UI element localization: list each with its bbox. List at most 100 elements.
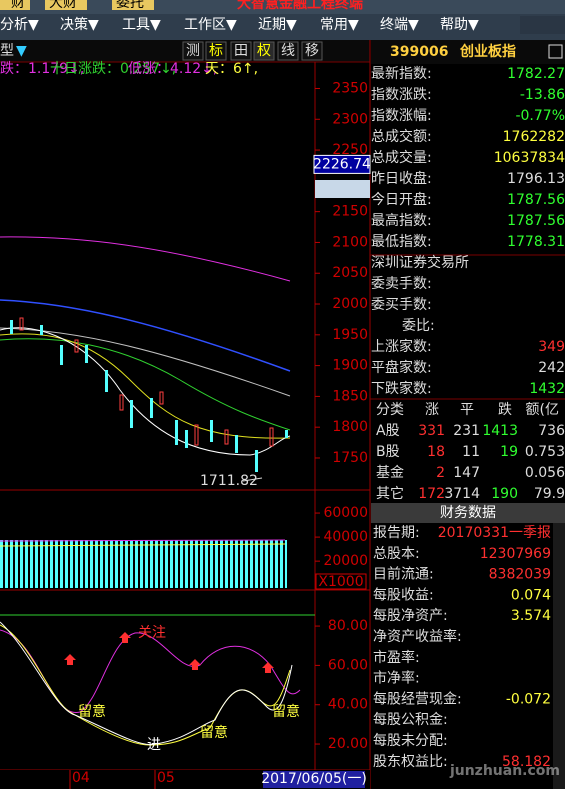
breadth-header: 平 [460, 402, 474, 418]
y-tick-label: 1750 [332, 450, 368, 466]
y-tick-label: 2100 [332, 234, 368, 250]
menu-item[interactable]: 工作区▼ [184, 17, 237, 33]
order-label: 委比: [402, 318, 435, 334]
order-label: 下跌家数: [371, 380, 432, 397]
finance-label: 净资产收益率: [373, 628, 462, 645]
dropdown[interactable]: ▼ [16, 43, 27, 59]
menu-item[interactable]: 工具▼ [122, 17, 161, 33]
y-tick-label: 1900 [332, 358, 368, 374]
breadth-cell: 18 [427, 444, 445, 460]
breadth-cell: 1413 [482, 423, 518, 439]
volume-bars [0, 540, 287, 588]
breadth-cell: 172 [418, 486, 445, 502]
y-tick-label: 60000 [323, 505, 368, 521]
tool-button[interactable] [182, 41, 204, 61]
tool-button-label[interactable]: 线 [281, 43, 295, 59]
y-tick-label: 2050 [332, 265, 368, 281]
tool-button-label[interactable]: 田 [234, 43, 248, 59]
finance-label: 每股收益: [373, 587, 434, 603]
signal-label: 进 [147, 737, 161, 753]
breadth-cell: 736 [538, 423, 565, 439]
y-tick-label: 1950 [332, 327, 368, 343]
exchange: 深圳证券交易所 [371, 254, 469, 271]
quote-label: 最低指数: [371, 234, 432, 250]
breadth-label: B股 [376, 444, 400, 460]
scrollbar [553, 523, 565, 789]
low-arrow [242, 477, 263, 482]
finance-label: 每股净资产: [373, 608, 448, 624]
volume-ma [0, 539, 286, 542]
current-price: 2226.74 [313, 156, 371, 172]
finance-value: 8382039 [489, 567, 551, 583]
order-label: 上涨家数: [371, 338, 432, 355]
tool-button-label[interactable]: 移 [305, 43, 319, 59]
ma-line [0, 236, 291, 282]
breadth-cell: 19 [500, 444, 518, 460]
quote-label: 最新指数: [371, 66, 432, 82]
type-label: 型 [0, 43, 14, 59]
oscillator-line [0, 621, 293, 746]
quote-value: 1796.13 [507, 171, 565, 187]
quote-value: 1762282 [503, 129, 565, 145]
x-tick-label: 04 [72, 770, 90, 786]
button-label[interactable]: 财 [11, 0, 25, 11]
indicator-text: 十日涨跌：0.257↓, [50, 61, 176, 77]
button[interactable] [112, 0, 154, 10]
oscillator-line [0, 629, 301, 713]
quote-value: 1778.31 [507, 234, 565, 250]
watermark: junzhuan.com [449, 763, 560, 779]
quote-label: 最高指数: [371, 212, 432, 229]
breadth-cell: 231 [453, 423, 480, 439]
breadth-cell: 11 [462, 444, 480, 460]
tool-button-label[interactable]: 权 [257, 43, 271, 59]
volume-ma [0, 543, 286, 547]
breadth-label: 其它 [376, 485, 404, 502]
button[interactable] [45, 0, 87, 10]
quote-label: 今日开盘: [371, 191, 432, 208]
breadth-cell: 79.9 [534, 486, 565, 502]
quote-label: 昨日收盘: [371, 170, 432, 187]
app-title: 大智慧金融工程终端 [237, 0, 363, 12]
popup [315, 180, 370, 198]
button-label[interactable]: 委托 [116, 0, 144, 11]
close-button[interactable] [548, 44, 563, 59]
y-tick-label: 2350 [332, 80, 368, 96]
tool-button[interactable] [253, 41, 275, 61]
menu-item[interactable]: 终端▼ [380, 17, 419, 33]
menu-item[interactable]: 常用▼ [320, 17, 359, 33]
menu-item[interactable]: 分析▼ [0, 17, 39, 33]
quote-value: 1787.56 [507, 213, 565, 229]
finance-title: 财务数据 [440, 505, 496, 521]
tool-button[interactable] [205, 41, 227, 61]
button-label[interactable]: 大财 [49, 0, 77, 11]
quote-value: -0.77% [515, 108, 565, 124]
breadth-cell: 2 [436, 465, 445, 481]
quote-label: 指数涨跌: [371, 87, 432, 103]
order-label: 平盘家数: [371, 359, 432, 376]
tool-button-label[interactable]: 测 [186, 43, 200, 59]
button[interactable] [0, 0, 30, 10]
finance-value: 0.074 [511, 587, 551, 603]
tool-button-label[interactable]: 标 [209, 43, 223, 59]
finance-label: 目前流通: [373, 566, 434, 583]
quote-value: 1787.56 [507, 192, 565, 208]
current-price-box [313, 154, 371, 174]
finance-label: 总股本: [373, 546, 420, 562]
y-tick-label: 40.00 [328, 697, 368, 713]
tool-button[interactable] [230, 41, 252, 61]
menu-item[interactable]: 帮助▼ [440, 17, 479, 33]
y-tick-label: 80.00 [328, 618, 368, 634]
tool-button[interactable] [301, 41, 323, 61]
order-value: 1432 [529, 381, 565, 397]
menu-item[interactable]: 决策▼ [60, 16, 99, 33]
breadth-cell: 3714 [444, 486, 480, 502]
finance-label: 市净率: [373, 670, 420, 687]
menu-bar [0, 14, 565, 40]
order-label: 委买手数: [371, 297, 432, 313]
x-tick-label: 05 [157, 770, 175, 786]
finance-value: 20170331一季报 [438, 525, 551, 541]
candles-up [19, 317, 274, 447]
menu-item[interactable]: 近期▼ [258, 17, 297, 33]
tool-button[interactable] [277, 41, 299, 61]
